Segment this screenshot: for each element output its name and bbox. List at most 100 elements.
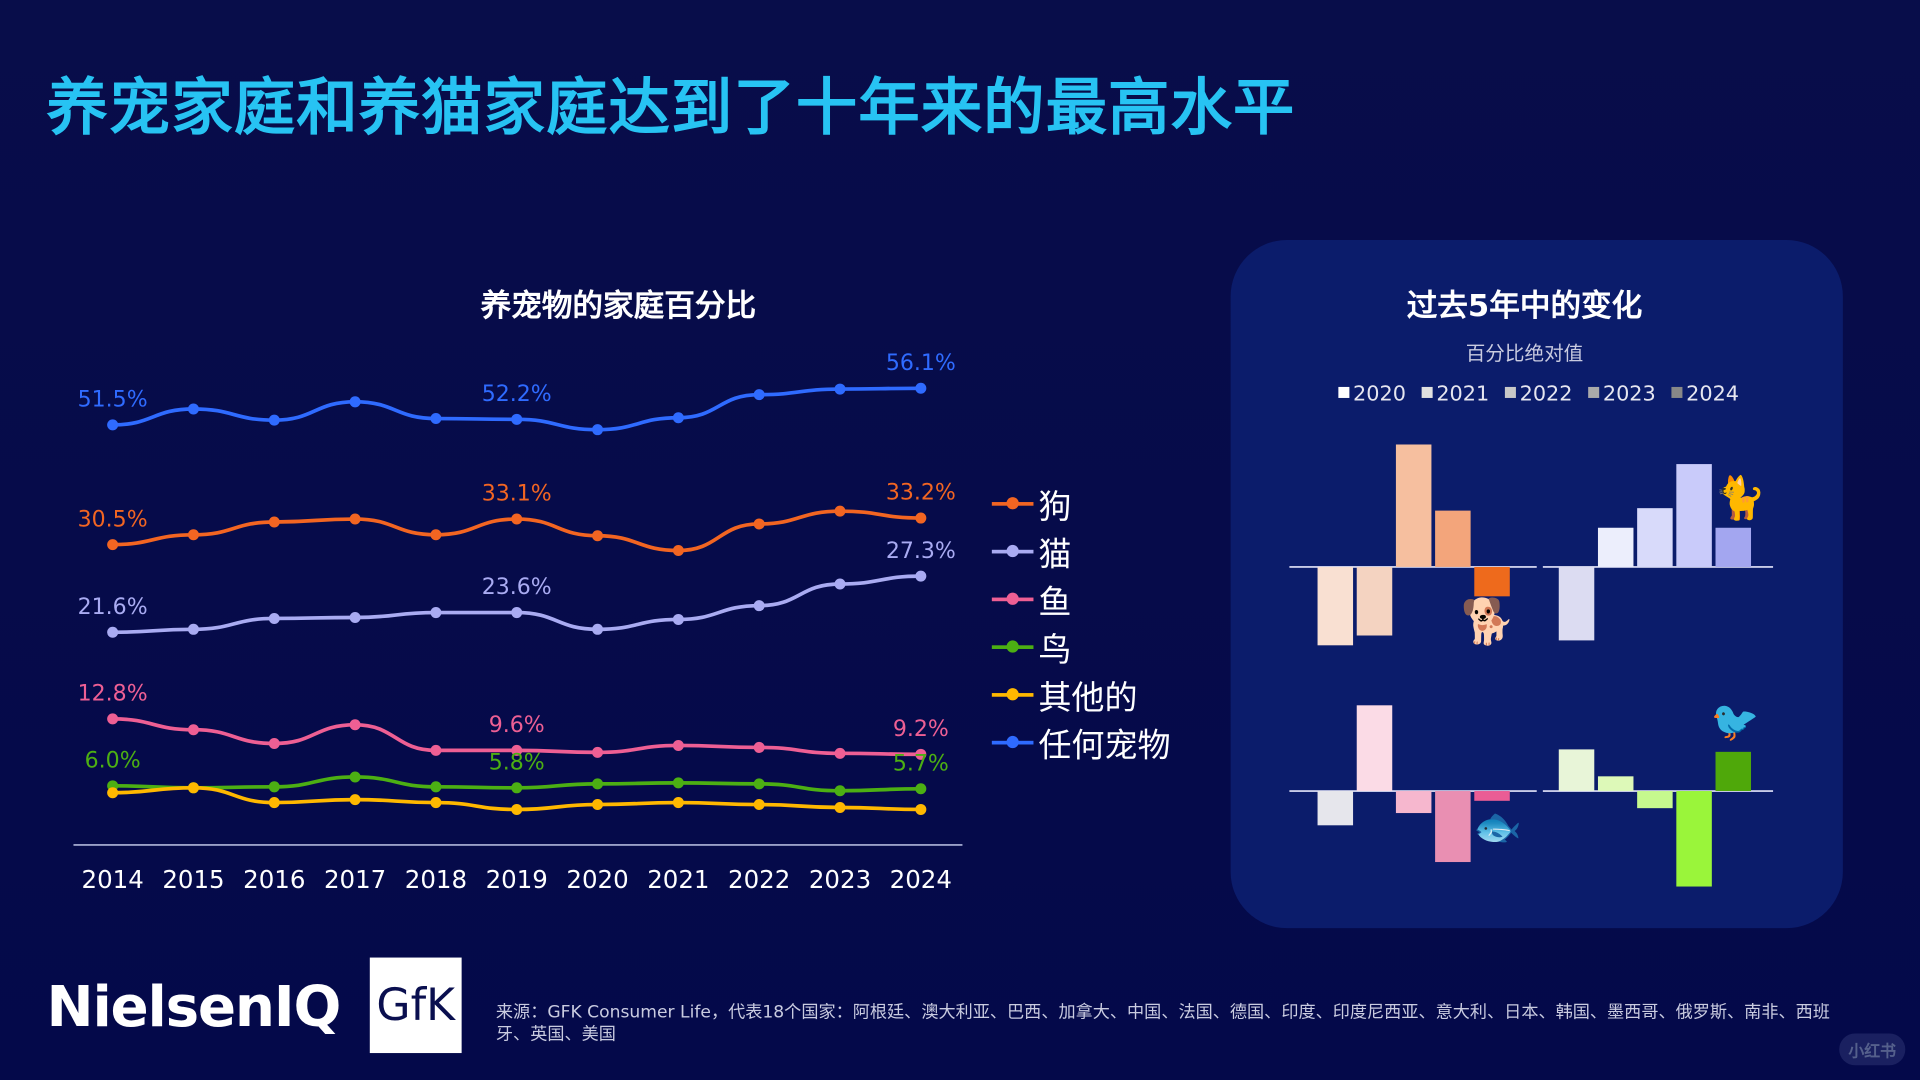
data-point bbox=[107, 787, 119, 799]
legend-item: 其他的 bbox=[991, 671, 1138, 719]
x-tick-label: 2014 bbox=[82, 865, 144, 894]
data-point bbox=[592, 623, 604, 635]
data-point bbox=[430, 797, 442, 809]
cat-icon: 🐈 bbox=[1714, 473, 1766, 522]
legend-swatch bbox=[991, 544, 1034, 558]
data-point bbox=[349, 771, 361, 783]
x-tick-label: 2017 bbox=[324, 865, 386, 894]
bar-鸟 bbox=[1637, 791, 1673, 809]
data-point bbox=[834, 505, 846, 517]
data-label: 6.0% bbox=[85, 748, 141, 773]
line-chart-title: 养宠物的家庭百分比 bbox=[480, 287, 757, 324]
legend-swatch bbox=[1421, 386, 1433, 398]
data-label: 9.6% bbox=[489, 713, 545, 738]
gfk-logo: GfK bbox=[369, 957, 462, 1054]
data-point bbox=[834, 747, 846, 759]
line-chart: 2014 2015 2016 2017 2018 2019 2020 2021 2022 2023… bbox=[73, 351, 963, 894]
legend-item: 鱼 bbox=[991, 576, 1072, 624]
data-point bbox=[107, 626, 119, 638]
data-label: 27.3% bbox=[886, 539, 956, 564]
source-note: 来源：GFK Consumer Life，代表18个国家：阿根廷、澳大利亚、巴西… bbox=[495, 1002, 1830, 1045]
data-point bbox=[511, 803, 523, 815]
data-point bbox=[187, 403, 199, 415]
dog-icon: 🐕 bbox=[1461, 597, 1516, 648]
data-point bbox=[592, 778, 604, 790]
bar-chart: 2020 2021 2022 2023 2024 🐕 🐈 🐟 🐦 bbox=[1289, 381, 1774, 887]
legend-label: 2020 bbox=[1353, 381, 1406, 405]
data-point bbox=[511, 413, 523, 425]
bar-chart-title: 过去5年中的变化 bbox=[1406, 287, 1643, 324]
bird-icon: 🐦 bbox=[1711, 700, 1760, 745]
data-point bbox=[268, 612, 280, 624]
data-point bbox=[592, 530, 604, 542]
data-label: 52.2% bbox=[482, 382, 552, 407]
data-label: 23.6% bbox=[482, 575, 552, 600]
data-point bbox=[753, 741, 765, 753]
legend-label: 其他的 bbox=[1038, 679, 1138, 718]
bar-狗 bbox=[1474, 566, 1510, 597]
data-point bbox=[592, 799, 604, 811]
x-tick-label: 2020 bbox=[566, 865, 628, 894]
x-tick-label: 2018 bbox=[405, 865, 467, 894]
data-point bbox=[915, 783, 927, 795]
bar-猫 bbox=[1676, 464, 1712, 567]
data-point bbox=[430, 607, 442, 619]
data-point bbox=[753, 518, 765, 530]
watermark: 小红书 bbox=[1839, 1033, 1906, 1066]
data-point bbox=[511, 744, 523, 756]
data-point bbox=[187, 529, 199, 541]
data-point bbox=[915, 570, 927, 582]
data-point bbox=[915, 803, 927, 815]
x-tick-label: 2021 bbox=[647, 865, 709, 894]
data-point bbox=[672, 613, 684, 625]
legend-label: 狗 bbox=[1038, 488, 1072, 527]
legend-label: 2021 bbox=[1436, 381, 1489, 405]
bar-chart-subtitle: 百分比绝对值 bbox=[1465, 341, 1584, 365]
x-tick-label: 2019 bbox=[486, 865, 548, 894]
bar-猫 bbox=[1597, 527, 1634, 567]
data-point bbox=[349, 611, 361, 623]
data-point bbox=[511, 513, 523, 525]
data-point bbox=[672, 797, 684, 809]
bar-猫 bbox=[1715, 527, 1752, 567]
data-point bbox=[349, 513, 361, 525]
bar-猫 bbox=[1637, 508, 1673, 567]
data-point bbox=[672, 545, 684, 557]
legend-label: 鸟 bbox=[1038, 631, 1072, 670]
bar-鱼 bbox=[1356, 705, 1393, 792]
legend-label: 鱼 bbox=[1038, 584, 1072, 623]
data-point bbox=[268, 797, 280, 809]
legend-swatch bbox=[1338, 386, 1350, 398]
data-point bbox=[753, 600, 765, 612]
data-point bbox=[268, 737, 280, 750]
bar-鸟 bbox=[1715, 751, 1752, 792]
data-label: 33.1% bbox=[482, 482, 552, 507]
bar-鱼 bbox=[1474, 791, 1510, 801]
x-tick-label: 2024 bbox=[890, 865, 952, 894]
data-point bbox=[268, 516, 280, 528]
legend-swatch bbox=[991, 688, 1034, 701]
data-point bbox=[834, 578, 846, 590]
bar-鱼 bbox=[1435, 791, 1471, 863]
data-point bbox=[430, 413, 442, 425]
legend-swatch bbox=[1671, 386, 1683, 398]
fish-icon: 🐟 bbox=[1473, 805, 1522, 850]
bar-鸟 bbox=[1676, 791, 1712, 887]
bar-狗 bbox=[1356, 566, 1393, 636]
data-point bbox=[592, 746, 604, 758]
x-tick-label: 2022 bbox=[728, 865, 790, 894]
bar-鸟 bbox=[1558, 749, 1595, 792]
data-point bbox=[430, 529, 442, 541]
bar-鱼 bbox=[1395, 791, 1432, 814]
data-point bbox=[672, 777, 684, 789]
data-label: 12.8% bbox=[78, 682, 148, 707]
x-tick-label: 2016 bbox=[243, 865, 305, 894]
legend-label: 2024 bbox=[1686, 381, 1739, 405]
bar-狗 bbox=[1435, 510, 1471, 567]
page-title: 养宠家庭和养猫家庭达到了十年来的最高水平 bbox=[46, 72, 1296, 144]
data-point bbox=[349, 396, 361, 408]
bar-鸟 bbox=[1597, 776, 1634, 792]
data-point bbox=[349, 794, 361, 806]
legend-swatch bbox=[1504, 386, 1516, 398]
